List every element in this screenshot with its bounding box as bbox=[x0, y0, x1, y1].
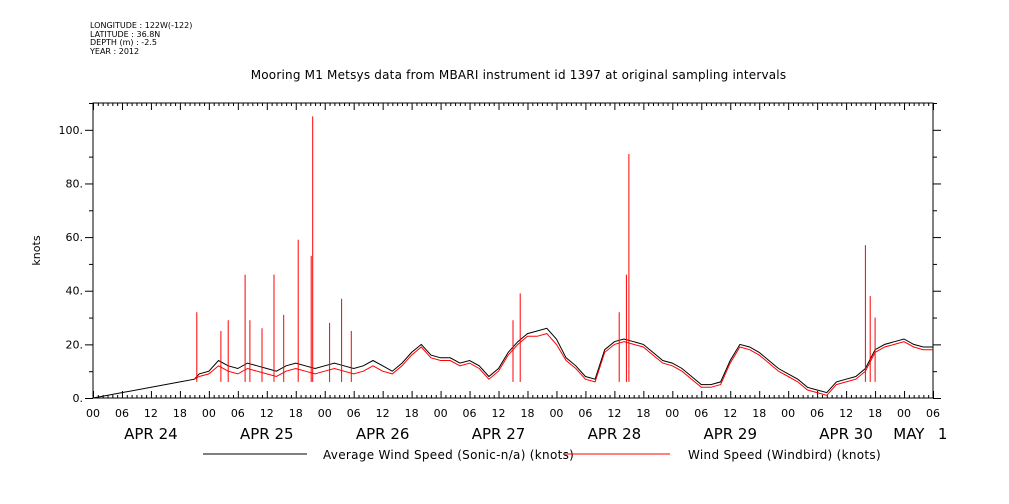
x-tick-label: 06 bbox=[115, 407, 129, 420]
x-tick-label: 00 bbox=[86, 407, 100, 420]
series-line-average-sonic bbox=[92, 327, 933, 399]
axes-group: 00 06 12 18 00 06 12 18 00 06 12 18 00 06 12 18 00 06 12 18… bbox=[30, 102, 948, 443]
x-tick-label: 00 bbox=[897, 407, 911, 420]
meta-longitude: LONGITUDE : 122W(-122) bbox=[90, 21, 193, 30]
x-tick-label: 00 bbox=[665, 407, 679, 420]
x-tick-label: 12 bbox=[376, 407, 390, 420]
x-day-label: 1 bbox=[938, 425, 948, 443]
legend: Average Wind Speed (Sonic-n/a) (knots) Wi… bbox=[203, 448, 881, 462]
y-tick-label: 20. bbox=[66, 338, 84, 351]
legend-label-average-sonic: Average Wind Speed (Sonic-n/a) (knots) bbox=[323, 448, 574, 462]
x-tick-label: 00 bbox=[318, 407, 332, 420]
meta-year: YEAR : 2012 bbox=[90, 46, 140, 56]
x-tick-label: 06 bbox=[578, 407, 592, 420]
meta-latitude: LATITUDE : 36.8N bbox=[90, 29, 161, 39]
x-tick-label: 18 bbox=[636, 407, 650, 420]
x-tick-label: 18 bbox=[173, 407, 187, 420]
x-tick-label: 00 bbox=[434, 407, 448, 420]
series-line-windbird bbox=[194, 333, 933, 396]
chart-title: Mooring M1 Metsys data from MBARI instru… bbox=[250, 68, 787, 82]
x-day-label: APR 27 bbox=[472, 425, 526, 443]
x-day-label: APR 25 bbox=[240, 425, 294, 443]
x-tick-label: 12 bbox=[260, 407, 274, 420]
x-tick-label: 00 bbox=[202, 407, 216, 420]
x-day-label: APR 30 bbox=[819, 425, 873, 443]
y-tick-label: 100. bbox=[59, 124, 84, 137]
x-tick-label: 06 bbox=[926, 407, 940, 420]
x-tick-label: 06 bbox=[463, 407, 477, 420]
legend-label-windbird: Wind Speed (Windbird) (knots) bbox=[688, 448, 881, 462]
x-tick-label: 18 bbox=[520, 407, 534, 420]
y-tick-label: 0. bbox=[73, 392, 84, 405]
x-tick-label: 06 bbox=[810, 407, 824, 420]
x-tick-label: 12 bbox=[492, 407, 506, 420]
x-tick-label: 12 bbox=[607, 407, 621, 420]
x-tick-label: 00 bbox=[781, 407, 795, 420]
x-tick-label: 18 bbox=[868, 407, 882, 420]
x-tick-label: 12 bbox=[723, 407, 737, 420]
x-day-label: APR 29 bbox=[703, 425, 757, 443]
x-tick-label: 12 bbox=[144, 407, 158, 420]
y-tick-label: 60. bbox=[66, 231, 84, 244]
x-tick-label: 06 bbox=[347, 407, 361, 420]
x-tick-label: 12 bbox=[839, 407, 853, 420]
x-tick-label: 00 bbox=[549, 407, 563, 420]
x-day-label: MAY bbox=[893, 425, 925, 443]
y-axis-label: knots bbox=[30, 235, 43, 265]
x-day-label: APR 24 bbox=[124, 425, 178, 443]
metadata-block: LONGITUDE : 122W(-122) LATITUDE : 36.8N … bbox=[90, 21, 193, 56]
series-layer bbox=[92, 116, 933, 399]
meta-depth: DEPTH (m) : -2.5 bbox=[90, 38, 157, 48]
x-tick-label: 18 bbox=[752, 407, 766, 420]
x-day-label: APR 26 bbox=[356, 425, 410, 443]
x-tick-label: 18 bbox=[405, 407, 419, 420]
x-tick-label: 18 bbox=[289, 407, 303, 420]
x-day-label: APR 28 bbox=[588, 425, 642, 443]
y-tick-label: 40. bbox=[66, 285, 84, 298]
x-tick-label: 06 bbox=[231, 407, 245, 420]
x-tick-label: 06 bbox=[694, 407, 708, 420]
y-tick-label: 80. bbox=[66, 177, 84, 190]
